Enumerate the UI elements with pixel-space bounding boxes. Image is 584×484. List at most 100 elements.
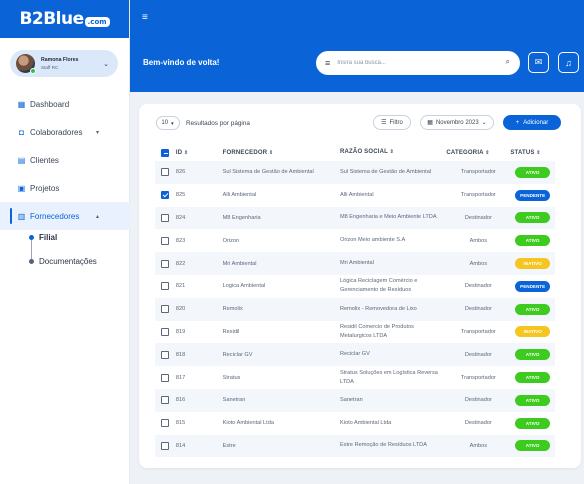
sidebar-item-documentacoes[interactable]: Documentações xyxy=(29,257,97,266)
bullet-icon xyxy=(29,259,34,264)
table-row[interactable]: 819 Residil Residil Comercio de Produtos M… xyxy=(155,320,555,344)
welcome-text: Bem-vindo de volta! xyxy=(143,58,220,67)
table-row[interactable]: 825 Alli Ambiental Alli Ambiental Transport… xyxy=(155,183,555,207)
chevron-down-icon[interactable]: ▾ xyxy=(96,129,100,136)
table-row[interactable]: 814 Estre Estre Remoção de Resíduos LTDA Am… xyxy=(155,434,555,458)
row-select-cell xyxy=(155,252,171,275)
status-badge[interactable]: INATIVO xyxy=(515,326,551,338)
user-card[interactable]: Ramona Flores Staff RC ⌄ xyxy=(10,50,118,77)
per-page-label: Resultados por página xyxy=(186,119,250,127)
add-button[interactable]: + Adicionar xyxy=(503,115,561,130)
row-checkbox[interactable] xyxy=(161,373,169,382)
row-select-cell xyxy=(155,183,171,207)
table-toolbar: 10 ▼ Resultados por página ☰ Filtro ▦ Nov… xyxy=(156,115,561,131)
table-row[interactable]: 822 Mri Ambiental Mri Ambiental Ambos INATIV… xyxy=(155,252,555,275)
column-header-status[interactable]: STATUS ⇕ xyxy=(510,144,555,161)
table-row[interactable]: 816 Sanetran Sanetran Destinador ATIVO xyxy=(155,388,555,412)
sidebar-item-label: Projetos xyxy=(30,183,60,193)
page-size-select[interactable]: 10 ▼ xyxy=(156,116,180,130)
sidebar-item-clientes[interactable]: ▤ Clientes xyxy=(0,146,130,174)
filter-button[interactable]: ☰ Filtro xyxy=(373,115,411,130)
plus-icon: + xyxy=(515,119,520,126)
column-header-categoria[interactable]: CATEGORIA ⇕ xyxy=(446,144,510,161)
notifications-button[interactable]: ♫ xyxy=(558,52,579,73)
row-select-cell xyxy=(155,411,171,435)
column-label: RAZÃO SOCIAL xyxy=(339,149,389,155)
table-row[interactable]: 818 Reciclar GV Reciclar GV Destinador ATIVO xyxy=(155,343,555,367)
column-label: ID xyxy=(175,149,183,156)
cell-categoria: Transportador xyxy=(446,183,511,207)
row-checkbox[interactable] xyxy=(161,282,169,291)
table-row[interactable]: 820 Remolix Remolix - Removedora de Lixo De… xyxy=(155,297,555,321)
row-checkbox[interactable] xyxy=(161,259,169,268)
row-checkbox[interactable] xyxy=(161,327,169,336)
cell-id: 824 xyxy=(170,206,219,230)
select-all-cell xyxy=(155,144,171,161)
menu-icon[interactable]: ≡ xyxy=(325,58,331,68)
chevron-down-icon[interactable]: ⌄ xyxy=(103,61,109,68)
sidebar-item-filial[interactable]: Filial xyxy=(29,233,57,242)
status-badge[interactable]: PENDENTE xyxy=(515,280,551,292)
row-select-cell xyxy=(155,161,171,184)
status-badge[interactable]: ATIVO xyxy=(515,417,551,429)
row-checkbox[interactable] xyxy=(161,350,169,359)
logo[interactable]: B2Blue .com xyxy=(19,9,110,29)
table-row[interactable]: 817 Stratus Stratus Soluções em Logística … xyxy=(155,366,555,389)
table-row[interactable]: 824 M8 Engenharia M8 Engenharia e Meio Amb… xyxy=(155,206,555,230)
cell-status: ATIVO xyxy=(510,434,555,458)
row-checkbox[interactable] xyxy=(161,419,169,428)
chevron-up-icon[interactable]: ▴ xyxy=(96,213,100,220)
column-label: FORNECEDOR xyxy=(222,149,268,156)
table-row[interactable]: 826 Sul Sistema de Gestão de Ambiental Sul… xyxy=(155,161,555,184)
column-header-id[interactable]: ID ⇕ xyxy=(171,144,219,161)
user-name: Ramona Flores xyxy=(41,56,79,63)
column-header-razao-social[interactable]: RAZÃO SOCIAL ⇕ xyxy=(336,144,446,161)
column-header-fornecedor[interactable]: FORNECEDOR ⇕ xyxy=(219,144,336,161)
cell-status: ATIVO xyxy=(510,229,555,253)
sidebar-item-dashboard[interactable]: ▦ Dashboard xyxy=(0,90,130,118)
cell-id: 817 xyxy=(170,366,219,389)
status-badge[interactable]: ATIVO xyxy=(515,166,551,178)
online-status-dot xyxy=(30,68,36,74)
table-row[interactable]: 823 Orizon Orizon Meio ambiente S.A Ambos AT… xyxy=(155,229,555,253)
status-badge[interactable]: INATIVO xyxy=(515,258,551,270)
cell-id: 822 xyxy=(170,252,219,275)
cell-id: 820 xyxy=(170,297,219,321)
row-checkbox[interactable] xyxy=(161,396,169,405)
table-header-row: ID ⇕ FORNECEDOR ⇕ RAZÃO SOCIAL ⇕ CATEGOR… xyxy=(155,144,555,161)
cell-categoria: Destinador xyxy=(446,343,511,367)
select-all-checkbox[interactable] xyxy=(161,148,169,157)
status-badge[interactable]: ATIVO xyxy=(515,440,551,452)
row-checkbox[interactable] xyxy=(161,191,169,200)
row-checkbox[interactable] xyxy=(161,213,169,222)
sidebar-item-colaboradores[interactable]: ◘ Colaboradores ▾ xyxy=(0,118,130,146)
sort-icon: ⇕ xyxy=(534,149,541,156)
status-badge[interactable]: ATIVO xyxy=(515,303,551,315)
status-badge[interactable]: ATIVO xyxy=(515,212,551,224)
row-checkbox[interactable] xyxy=(161,168,169,177)
sidebar-item-projetos[interactable]: ▣ Projetos xyxy=(0,174,130,202)
fornecedores-subnav: Filial Documentações xyxy=(0,230,130,278)
cell-razao-social: M8 Engenharia e Meio Ambiente LTDA xyxy=(335,206,447,230)
month-select[interactable]: ▦ Novembro 2023 ⌄ xyxy=(420,115,494,130)
status-badge[interactable]: ATIVO xyxy=(515,394,551,406)
row-select-cell xyxy=(155,297,171,321)
status-badge[interactable]: ATIVO xyxy=(515,372,551,384)
status-badge[interactable]: ATIVO xyxy=(515,349,551,361)
table-row[interactable]: 815 Kioto Ambiental Ltda Kioto Ambiental L… xyxy=(155,411,555,435)
search-bar[interactable]: ≡ ⌕ xyxy=(316,51,520,75)
status-badge[interactable]: PENDENTE xyxy=(515,189,551,201)
mail-button[interactable]: ✉ xyxy=(528,52,549,73)
sidebar-nav: ▦ Dashboard ◘ Colaboradores ▾ ▤ Clientes… xyxy=(0,90,130,278)
row-checkbox[interactable] xyxy=(161,305,169,314)
status-badge[interactable]: ATIVO xyxy=(515,235,551,247)
search-icon[interactable]: ⌕ xyxy=(505,57,510,66)
row-checkbox[interactable] xyxy=(161,441,169,450)
sidebar-item-fornecedores[interactable]: ▥ Fornecedores ▴ xyxy=(0,202,130,230)
table-row[interactable]: 821 Logica Ambiental Lógica Reciclagem Com… xyxy=(155,274,555,298)
search-input[interactable] xyxy=(337,60,488,66)
subnav-connector xyxy=(31,238,32,262)
cell-categoria: Destinador xyxy=(446,388,511,412)
row-checkbox[interactable] xyxy=(161,236,169,245)
hamburger-menu-icon[interactable]: ≡ xyxy=(142,12,148,23)
